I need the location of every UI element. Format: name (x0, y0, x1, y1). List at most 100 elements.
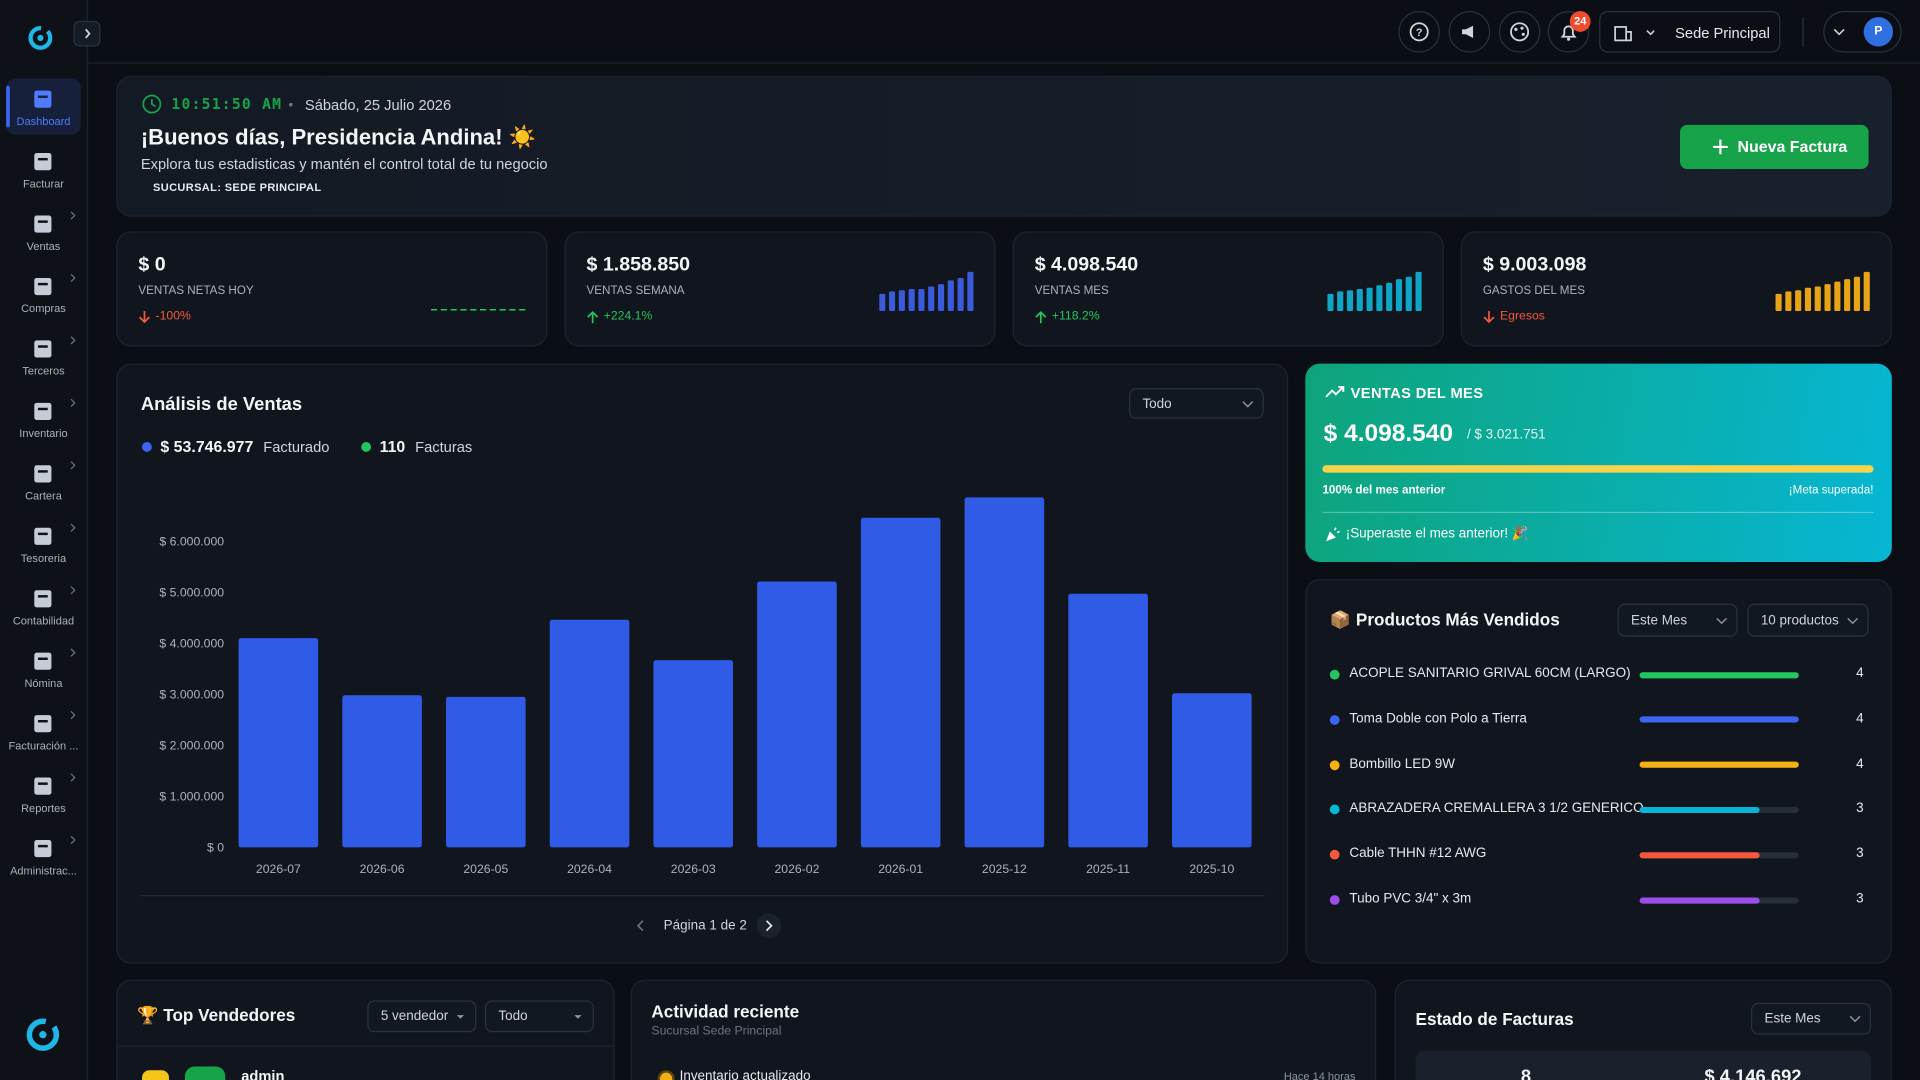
nav-item[interactable]: Nómina (6, 640, 81, 696)
x-tick-label: 2026-04 (567, 862, 612, 876)
nav-label: Nómina (24, 677, 63, 690)
nav-chevron (70, 586, 76, 595)
nav-chevron-path (70, 835, 76, 845)
spark-bar (937, 284, 945, 312)
sellers-filter-label: Todo (498, 1008, 528, 1024)
legend-dot (142, 442, 152, 452)
sidebar-toggle[interactable] (73, 20, 101, 47)
nav-chevron-path (70, 586, 76, 595)
spark-bar (1346, 290, 1354, 312)
product-dot (1329, 895, 1340, 905)
product-track (1639, 806, 1799, 813)
kpi-trend-arrow (587, 311, 599, 324)
kpi-change: +224.1% (603, 309, 653, 324)
product-qty: 4 (1856, 666, 1864, 681)
nav-item[interactable]: Cartera (6, 453, 81, 509)
sales-filter[interactable]: Todo (1128, 388, 1264, 419)
product-track (1639, 671, 1799, 678)
nav-chevron (70, 773, 76, 782)
y-tick-label: $ 4.000.000 (159, 637, 224, 651)
nav-chevron-path (70, 648, 76, 657)
nav-item[interactable]: Administrac... (6, 828, 81, 884)
products-period[interactable]: Este Mes (1617, 603, 1738, 637)
nav-icon-detail (37, 532, 48, 536)
nav-item[interactable]: Dashboard (6, 78, 81, 135)
nav-chevron (70, 523, 76, 532)
month-goal-card: VENTAS DEL MES $ 4.098.540 / $ 3.021.751… (1305, 363, 1892, 563)
nav-item[interactable]: Ventas (6, 203, 81, 259)
new-invoice-button[interactable]: Nueva Factura (1680, 124, 1869, 169)
product-bar (1639, 716, 1799, 723)
nav-icon-shape (34, 840, 52, 858)
nav-icon-shape (34, 465, 52, 483)
nav-icon-detail (37, 407, 48, 411)
y-tick-label: $ 1.000.000 (159, 790, 224, 804)
invoices-period-label: Este Mes (1764, 1011, 1821, 1027)
date: Sábado, 25 Julio 2026 (304, 96, 452, 114)
kpi-change: +118.2% (1051, 309, 1100, 324)
spark-bar (918, 288, 925, 312)
nav-item[interactable]: Terceros (6, 328, 81, 384)
nav-icon-detail (37, 345, 48, 348)
y-tick-label: $ 2.000.000 (159, 739, 224, 753)
x-tick-label: 2026-01 (878, 862, 923, 876)
sellers-filter[interactable]: Todo (484, 1000, 594, 1033)
kpi-label: GASTOS DEL MES (1482, 284, 1586, 298)
clock-icon (142, 94, 162, 114)
nav-item[interactable]: Facturación ... (6, 703, 81, 759)
product-qty: 3 (1856, 801, 1864, 816)
nav-label: Inventario (19, 427, 68, 440)
bar (964, 497, 1045, 848)
sellers-count[interactable]: 5 vendedor (367, 1000, 477, 1033)
pagination: Página 1 de 2 (663, 918, 747, 934)
products-count[interactable]: 10 productos (1747, 603, 1869, 637)
nav-icon-shape (34, 590, 52, 608)
kpi-trend-icon (587, 311, 599, 324)
nav-label: Administrac... (10, 864, 77, 877)
nav-item[interactable]: Reportes (6, 765, 81, 821)
x-tick-label: 2026-05 (463, 862, 508, 876)
logo (28, 26, 53, 50)
theme-button[interactable] (1498, 11, 1541, 53)
nav-item[interactable]: Tesoreria (6, 516, 81, 572)
help-button[interactable]: ? (1398, 11, 1440, 53)
x-tick-label: 2026-02 (775, 862, 820, 876)
activity-dot (657, 1070, 675, 1080)
nav-item[interactable]: Inventario (6, 391, 81, 447)
nav-item[interactable]: Facturar (6, 141, 81, 197)
nav-item[interactable]: Compras (6, 266, 81, 322)
activity-subtitle: Sucursal Sede Principal (651, 1024, 782, 1039)
kpi-trend-icon (1035, 311, 1047, 324)
nav-chevron-path (70, 773, 76, 782)
activity-time: Hace 14 horas (1283, 1070, 1356, 1080)
spark-bar (1376, 285, 1383, 312)
next-page[interactable] (756, 913, 782, 938)
invoices-period[interactable]: Este Mes (1751, 1002, 1872, 1035)
spark-bar (1415, 271, 1422, 312)
branch-selector[interactable]: Sede Principal (1599, 11, 1781, 53)
spark-bar (879, 293, 886, 312)
notifications-button[interactable] (1547, 11, 1590, 53)
bar (757, 581, 837, 848)
nav-item[interactable]: Contabilidad (6, 578, 81, 634)
spark-bar (928, 286, 935, 312)
nav-icon-detail (37, 595, 48, 598)
nav-chevron-path (70, 461, 76, 470)
logo-bottom (26, 1018, 60, 1051)
y-tick-label: $ 0 (207, 841, 224, 855)
party-icon (1326, 527, 1340, 542)
user-menu[interactable]: P (1823, 11, 1902, 53)
announce-button[interactable] (1448, 11, 1491, 53)
sidebar: Dashboard Facturar Ventas Compras Terceros In… (0, 0, 89, 1080)
nav-icon-detail (37, 844, 48, 848)
kpi-card: $ 9.003.098 GASTOS DEL MES Egresos (1460, 231, 1892, 347)
prev-page[interactable] (633, 918, 648, 933)
product-qty: 4 (1856, 711, 1864, 726)
product-name: Cable THHN #12 AWG (1349, 846, 1487, 862)
bar (549, 619, 630, 848)
product-bar (1639, 761, 1799, 768)
welcome-card: 10:51:50 AM Sábado, 25 Julio 2026 ¡Bueno… (116, 75, 1892, 217)
nav-icon (34, 465, 52, 483)
nav-chevron-path (70, 211, 76, 220)
